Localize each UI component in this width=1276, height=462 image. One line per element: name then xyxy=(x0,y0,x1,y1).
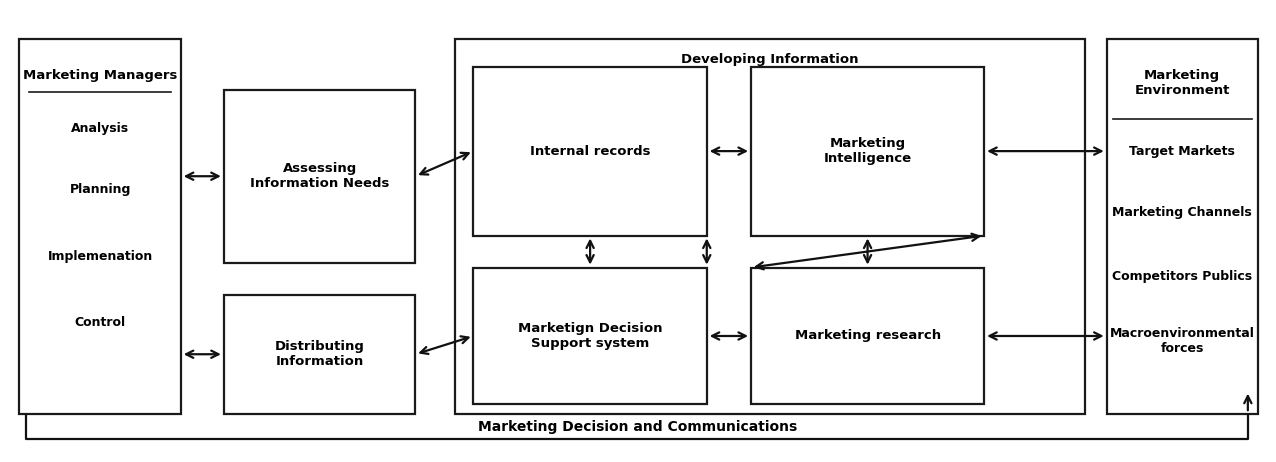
Text: Marketing
Environment: Marketing Environment xyxy=(1134,69,1230,97)
Text: Marketing Decision and Communications: Marketing Decision and Communications xyxy=(477,420,798,434)
Bar xyxy=(473,67,707,236)
Text: Competitors Publics: Competitors Publics xyxy=(1113,270,1252,283)
Text: Distributing
Information: Distributing Information xyxy=(274,340,365,368)
Text: Developing Information: Developing Information xyxy=(681,53,859,67)
Text: Internal records: Internal records xyxy=(530,145,651,158)
Text: Assessing
Information Needs: Assessing Information Needs xyxy=(250,162,389,190)
Text: Planning: Planning xyxy=(69,183,131,196)
Bar xyxy=(223,295,416,413)
Text: Marketing Managers: Marketing Managers xyxy=(23,69,177,82)
Text: Marketing research: Marketing research xyxy=(795,329,940,342)
Text: Implemenation: Implemenation xyxy=(47,249,153,262)
Bar xyxy=(19,39,181,413)
Text: Analysis: Analysis xyxy=(71,122,129,135)
Text: Marketing Channels: Marketing Channels xyxy=(1113,206,1252,219)
Bar xyxy=(750,267,984,404)
Text: Target Markets: Target Markets xyxy=(1129,145,1235,158)
Bar xyxy=(750,67,984,236)
Bar xyxy=(223,90,416,263)
Text: Control: Control xyxy=(74,316,125,329)
Text: Marketing
Intelligence: Marketing Intelligence xyxy=(823,137,911,165)
Bar xyxy=(473,267,707,404)
Bar xyxy=(1106,39,1258,413)
Text: Marketign Decision
Support system: Marketign Decision Support system xyxy=(518,322,662,350)
Text: Macroenvironmental
forces: Macroenvironmental forces xyxy=(1110,327,1254,354)
Bar xyxy=(454,39,1085,413)
